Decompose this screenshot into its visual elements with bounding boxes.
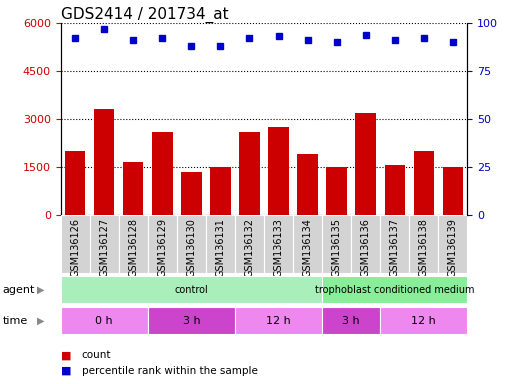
Text: GSM136137: GSM136137 xyxy=(390,218,400,277)
Bar xyxy=(61,215,90,273)
Text: GSM136129: GSM136129 xyxy=(157,218,167,277)
Bar xyxy=(326,167,347,215)
Text: agent: agent xyxy=(3,285,35,295)
Text: GSM136127: GSM136127 xyxy=(99,218,109,277)
Text: GSM136126: GSM136126 xyxy=(70,218,80,277)
Text: percentile rank within the sample: percentile rank within the sample xyxy=(82,366,258,376)
Bar xyxy=(235,307,322,334)
Text: 3 h: 3 h xyxy=(183,316,200,326)
Bar xyxy=(61,276,322,303)
Bar xyxy=(148,307,235,334)
Bar xyxy=(442,167,463,215)
Text: 3 h: 3 h xyxy=(342,316,360,326)
Text: count: count xyxy=(82,350,111,360)
Text: 12 h: 12 h xyxy=(266,316,291,326)
Bar xyxy=(438,215,467,273)
Text: ▶: ▶ xyxy=(37,285,45,295)
Bar xyxy=(235,215,264,273)
Text: GSM136134: GSM136134 xyxy=(303,218,313,277)
Bar xyxy=(293,215,322,273)
Bar xyxy=(355,113,376,215)
Text: ■: ■ xyxy=(61,350,71,360)
Bar xyxy=(384,166,405,215)
Text: GSM136138: GSM136138 xyxy=(419,218,429,277)
Bar xyxy=(181,172,202,215)
Text: ▶: ▶ xyxy=(37,316,45,326)
Bar xyxy=(65,151,86,215)
Text: GSM136136: GSM136136 xyxy=(361,218,371,277)
Text: GSM136139: GSM136139 xyxy=(448,218,458,277)
Bar xyxy=(264,215,293,273)
Bar xyxy=(210,167,231,215)
Text: GSM136132: GSM136132 xyxy=(244,218,254,277)
Text: GSM136128: GSM136128 xyxy=(128,218,138,277)
Text: GDS2414 / 201734_at: GDS2414 / 201734_at xyxy=(61,7,228,23)
Bar xyxy=(206,215,235,273)
Bar xyxy=(177,215,206,273)
Text: GSM136131: GSM136131 xyxy=(215,218,225,277)
Bar xyxy=(239,132,260,215)
Bar xyxy=(413,151,434,215)
Bar xyxy=(268,127,289,215)
Bar xyxy=(409,215,438,273)
Bar xyxy=(380,307,467,334)
Bar xyxy=(322,276,467,303)
Bar xyxy=(322,307,380,334)
Text: ■: ■ xyxy=(61,366,71,376)
Text: GSM136135: GSM136135 xyxy=(332,218,342,277)
Bar xyxy=(61,307,148,334)
Bar xyxy=(297,154,318,215)
Bar xyxy=(351,215,380,273)
Text: 12 h: 12 h xyxy=(411,316,436,326)
Text: control: control xyxy=(175,285,208,295)
Bar xyxy=(380,215,409,273)
Bar xyxy=(148,215,177,273)
Text: 0 h: 0 h xyxy=(96,316,113,326)
Bar xyxy=(322,215,351,273)
Text: GSM136133: GSM136133 xyxy=(274,218,284,277)
Bar xyxy=(94,109,115,215)
Text: GSM136130: GSM136130 xyxy=(186,218,196,277)
Text: time: time xyxy=(3,316,28,326)
Bar xyxy=(119,215,148,273)
Bar xyxy=(90,215,119,273)
Bar xyxy=(152,132,173,215)
Bar xyxy=(123,162,144,215)
Text: trophoblast conditioned medium: trophoblast conditioned medium xyxy=(315,285,475,295)
